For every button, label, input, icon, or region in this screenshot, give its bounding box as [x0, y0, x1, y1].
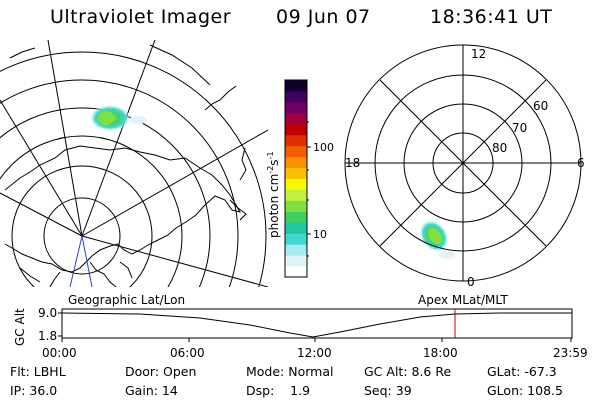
time-label: 18:36:41 UT: [430, 6, 553, 28]
coastline: [19, 261, 133, 287]
coastline: [204, 85, 247, 221]
lat-circle: [0, 135, 183, 287]
colorbar-stripe: [285, 90, 307, 103]
info-ip: IP: 36.0: [10, 383, 58, 398]
aurora-core: [427, 227, 443, 245]
timeline-y-bottom: 1.8: [38, 329, 57, 343]
meridian-line: [0, 192, 83, 237]
lat-label-80: 80: [492, 141, 507, 155]
lat-circle: [11, 165, 153, 287]
colorbar-stripe: [285, 178, 307, 190]
colorbar-stripe: [285, 244, 307, 256]
info-gain: Gain: 14: [125, 383, 178, 398]
timeline-right-label: Apex MLat/MLT: [418, 293, 508, 307]
info-flt: Flt: LBHL: [10, 364, 66, 379]
lat-label-60: 60: [533, 99, 548, 113]
aurora-halo: [129, 116, 147, 124]
lat-circle: [0, 79, 239, 287]
meridian-line: [81, 235, 268, 287]
info-glat: GLat: -67.3: [487, 364, 557, 379]
info-glon: GLon: 108.5: [487, 383, 563, 398]
colorbar-stripe: [285, 200, 307, 212]
coastline: [4, 145, 242, 273]
colorbar-tick-100: 100: [313, 141, 334, 154]
geographic-map: [0, 40, 268, 287]
colorbar-tick-10: 10: [313, 228, 327, 241]
colorbar-stripe: [285, 134, 307, 147]
mlt-label-6: 6: [577, 156, 585, 170]
colorbar-stripe: [285, 145, 307, 158]
lat-circle: [0, 107, 211, 287]
aurora-core: [98, 111, 114, 125]
colorbar-stripe: [285, 266, 307, 278]
timeline-frame: [61, 308, 573, 339]
timeline-tick: 23:59: [553, 346, 588, 360]
mlt-label-18: 18: [345, 156, 360, 170]
timeline-y-top: 9.0: [38, 306, 57, 320]
timeline-axis-title: GC Alt: [13, 308, 27, 346]
track-line: [81, 235, 93, 287]
info-door: Door: Open: [125, 364, 197, 379]
info-seq: Seq: 39: [364, 383, 412, 398]
colorbar-stripe: [285, 101, 307, 114]
meridian-line: [0, 99, 83, 237]
timeline-left-label: Geographic Lat/Lon: [68, 293, 185, 307]
timeline-tick: 12:00: [297, 346, 332, 360]
timeline: Geographic Lat/Lon Apex MLat/MLT 9.0 1.8…: [13, 293, 588, 360]
colorbar-stripe: [285, 211, 307, 223]
colorbar-stripe: [285, 189, 307, 201]
header: Ultraviolet Imager 09 Jun 07 18:36:41 UT: [0, 6, 600, 32]
altitude-curve: [61, 312, 572, 338]
colorbar-stripe: [285, 123, 307, 136]
timeline-tick: 18:00: [423, 346, 458, 360]
colorbar-stripe: [285, 112, 307, 125]
date-label: 09 Jun 07: [276, 6, 371, 28]
meridian-line: [47, 40, 83, 237]
colorbar-label: photon cm-2s-1: [266, 151, 281, 238]
aurora-halo: [439, 251, 455, 259]
info-mode: Mode: Normal: [246, 364, 334, 379]
timeline-tick: 06:00: [170, 346, 205, 360]
app-title: Ultraviolet Imager: [50, 6, 232, 28]
info-gc-alt: GC Alt: 8.6 Re: [364, 364, 452, 379]
colorbar-stripe: [285, 167, 307, 179]
colorbar-stripe: [285, 156, 307, 169]
colorbar-stripe: [285, 255, 307, 267]
lat-circle: [43, 197, 121, 275]
lat-circle: [0, 51, 267, 287]
colorbar-stripe: [285, 80, 307, 92]
timeline-tick: 00:00: [42, 346, 77, 360]
lat-label-70: 70: [512, 121, 527, 135]
track-line: [69, 235, 83, 287]
colorbar-stripe: [285, 233, 307, 245]
coastline: [9, 44, 211, 86]
colorbar-stripe: [285, 222, 307, 234]
info-dsp: Dsp: 1.9: [246, 383, 311, 398]
colorbar: 100 10 photon cm-2s-1: [266, 79, 334, 278]
meridian-line: [81, 40, 156, 237]
mlt-diagonal: [379, 79, 547, 247]
meridian-line: [81, 129, 268, 237]
mlt-label-12: 12: [471, 47, 486, 61]
mlt-label-0: 0: [467, 275, 475, 289]
polar-plot: 12 0 18 6 60 70 80: [344, 44, 585, 289]
